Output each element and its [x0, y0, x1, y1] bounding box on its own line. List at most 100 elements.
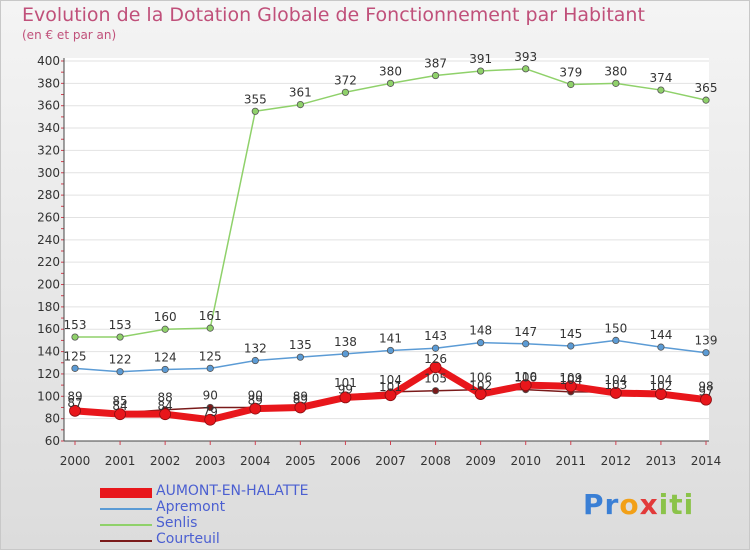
legend-swatch-senlis	[100, 524, 152, 526]
data-label: 101	[379, 380, 402, 394]
data-label: 105	[424, 372, 447, 386]
data-label: 89	[67, 390, 82, 404]
data-label: 87	[67, 396, 82, 410]
data-point	[612, 336, 620, 345]
data-label: 380	[604, 64, 627, 78]
data-label: 143	[424, 329, 447, 343]
data-point	[431, 344, 440, 352]
data-point	[386, 79, 395, 87]
data-point	[564, 380, 577, 393]
y-tick-label: 300	[37, 166, 60, 180]
data-point	[294, 401, 307, 414]
y-tick-label: 140	[37, 345, 60, 359]
data-label: 106	[469, 371, 492, 385]
data-point	[339, 391, 352, 404]
data-label: 99	[338, 382, 353, 396]
data-label: 104	[604, 373, 627, 387]
data-point	[431, 387, 440, 395]
logo-part-o: o	[619, 488, 640, 521]
legend-label-aumont: AUMONT-EN-HALATTE	[156, 483, 309, 499]
data-label: 372	[334, 73, 357, 87]
data-point	[474, 388, 487, 400]
data-point	[519, 379, 532, 392]
x-tick-label: 2000	[60, 454, 91, 468]
data-label: 380	[379, 64, 402, 78]
logo-part-x: x	[639, 488, 659, 521]
data-label: 153	[109, 318, 132, 332]
x-tick-label: 2011	[556, 454, 587, 468]
data-point	[567, 80, 575, 89]
data-point	[114, 408, 126, 421]
data-point	[384, 389, 397, 402]
logo-part-iti: iti	[658, 488, 695, 521]
y-tick-label: 280	[37, 188, 60, 202]
y-tick-label: 260	[37, 210, 60, 224]
data-point	[341, 350, 350, 358]
y-tick-label: 340	[37, 121, 60, 135]
series-apremont	[71, 336, 710, 376]
data-label: 141	[379, 331, 402, 345]
y-tick-label: 320	[37, 143, 60, 157]
data-point	[657, 343, 665, 351]
data-label: 147	[514, 325, 537, 339]
y-tick-label: 400	[37, 54, 60, 68]
x-tick-label: 2010	[510, 454, 541, 468]
data-point	[71, 364, 79, 372]
legend-label-senlis: Senlis	[156, 515, 198, 531]
data-label: 374	[649, 71, 672, 85]
data-label: 84	[158, 399, 173, 413]
data-label: 150	[604, 321, 627, 335]
y-tick-label: 120	[37, 367, 60, 381]
data-point	[206, 364, 214, 372]
data-label: 125	[199, 349, 222, 363]
x-tick-label: 2004	[240, 454, 271, 468]
x-tick-label: 2008	[420, 454, 451, 468]
data-point	[296, 100, 304, 109]
data-label: 391	[469, 52, 492, 66]
data-label: 109	[559, 371, 582, 385]
data-point	[702, 349, 710, 357]
data-label: 79	[203, 405, 218, 419]
data-point	[567, 342, 575, 350]
data-label: 98	[698, 380, 713, 394]
data-label: 361	[289, 86, 312, 100]
data-label: 138	[334, 335, 357, 349]
logo-part-pr: Pr	[583, 488, 620, 521]
series-aumont-en-halatte	[69, 361, 712, 426]
y-tick-label: 380	[37, 76, 60, 90]
y-tick-label: 360	[37, 99, 60, 113]
data-point	[251, 356, 259, 365]
data-label: 89	[293, 390, 308, 404]
data-point	[161, 325, 169, 333]
x-tick-label: 2012	[601, 454, 632, 468]
data-label: 106	[514, 371, 537, 385]
data-label: 103	[604, 378, 627, 392]
series-senlis	[71, 65, 710, 341]
data-label: 355	[244, 92, 267, 106]
data-point	[609, 387, 622, 399]
data-point	[204, 413, 217, 426]
data-point	[431, 71, 440, 80]
x-tick-label: 2003	[195, 454, 226, 468]
data-label: 139	[695, 334, 718, 348]
legend-swatch-courteuil	[100, 540, 152, 542]
x-tick-label: 2009	[465, 454, 496, 468]
data-label: 90	[203, 388, 218, 402]
data-label: 132	[244, 342, 267, 356]
data-label: 122	[109, 353, 132, 367]
y-tick-label: 80	[45, 412, 60, 426]
legend-swatch-aumont	[100, 488, 152, 498]
legend-label-courteuil: Courteuil	[156, 531, 220, 547]
x-tick-label: 2007	[375, 454, 406, 468]
chart-subtitle: (en € et par an)	[22, 28, 117, 42]
data-point	[161, 365, 169, 374]
data-label: 102	[469, 379, 492, 393]
data-point	[296, 353, 304, 361]
data-point	[386, 346, 395, 355]
data-label: 387	[424, 57, 447, 71]
data-point	[429, 361, 442, 374]
data-label: 161	[199, 309, 222, 323]
data-point	[657, 86, 665, 94]
data-label: 125	[64, 349, 87, 363]
